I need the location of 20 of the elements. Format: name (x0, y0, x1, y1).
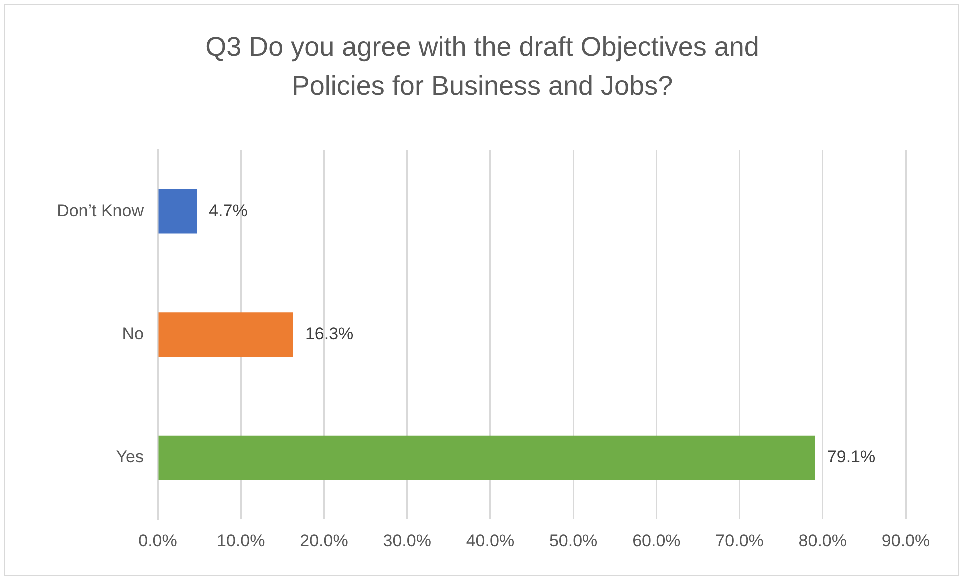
y-tick-label: Don’t Know (57, 201, 145, 220)
x-tick-label: 30.0% (383, 531, 432, 550)
x-tick-label: 90.0% (882, 531, 930, 550)
data-label: 4.7% (209, 201, 248, 220)
x-tick-label: 50.0% (549, 531, 598, 550)
data-label: 16.3% (305, 324, 354, 344)
data-label: 79.1% (827, 448, 876, 467)
x-tick-label: 60.0% (632, 531, 681, 550)
y-tick-label: Yes (116, 448, 144, 467)
x-tick-label: 80.0% (798, 531, 847, 550)
bar (158, 189, 198, 234)
x-tick-label: 20.0% (300, 531, 348, 550)
x-tick-label: 0.0% (138, 531, 178, 550)
x-tick-label: 70.0% (716, 531, 764, 550)
y-tick-label: No (122, 324, 144, 344)
x-tick-label: 10.0% (217, 531, 266, 550)
x-tick-label: 40.0% (466, 531, 515, 550)
chart-title: Q3 Do you agree with the draft Objectives and Policies for Business and Jobs? (204, 31, 760, 103)
bar (158, 436, 816, 480)
bar (158, 312, 294, 357)
